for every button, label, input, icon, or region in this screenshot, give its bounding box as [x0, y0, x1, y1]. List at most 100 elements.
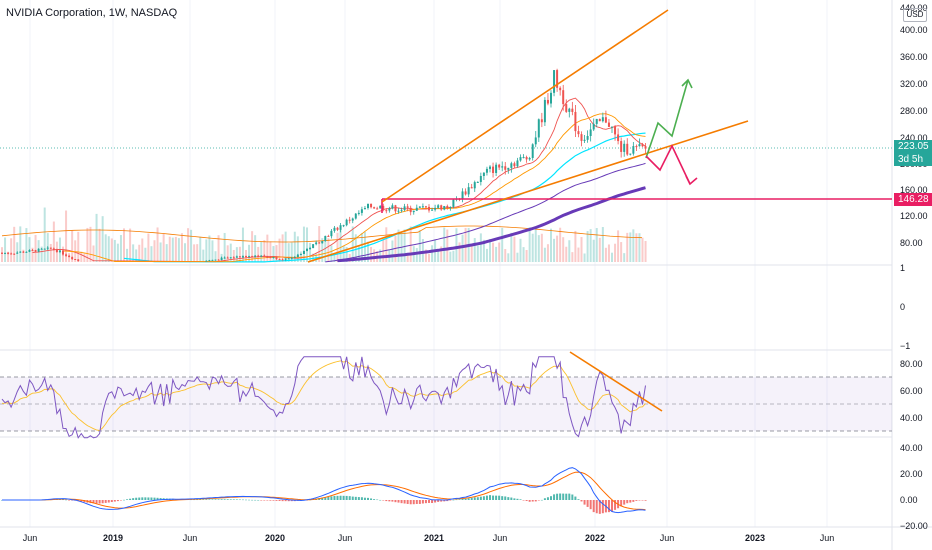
volume-bar	[431, 245, 434, 262]
candle-body	[208, 260, 211, 262]
volume-bar	[373, 249, 376, 262]
candle-body	[373, 207, 376, 209]
volume-bar	[162, 233, 165, 262]
candle-body	[443, 205, 446, 210]
candle-body	[293, 257, 296, 259]
macd-histogram-bar	[589, 500, 592, 510]
currency-button[interactable]: USD	[903, 8, 927, 22]
volume-bar	[638, 233, 641, 262]
time-axis-label: 2023	[745, 533, 765, 543]
moving-average-purple	[325, 162, 646, 263]
macd-histogram-bar	[553, 494, 556, 500]
volume-bar	[424, 249, 427, 262]
candle-body	[592, 123, 595, 130]
bullish-projection-arrow[interactable]	[645, 79, 689, 159]
macd-histogram-bar	[473, 497, 476, 500]
time-axis-label: Jun	[183, 533, 198, 543]
volume-bar	[190, 229, 193, 262]
candle-body	[287, 258, 290, 260]
candle-body	[248, 256, 251, 258]
candle-body	[412, 210, 415, 213]
macd-histogram-bar	[339, 495, 342, 500]
price-axis[interactable]: 440.00400.00360.00320.00280.00240.00200.…	[900, 3, 928, 248]
candle-body	[626, 143, 629, 155]
macd-histogram-bar	[489, 495, 491, 500]
macd-histogram-bar	[251, 499, 254, 501]
candle-body	[245, 256, 247, 258]
macd-histogram-bar	[357, 497, 360, 500]
volume-bar	[339, 228, 342, 262]
volume-bar	[10, 238, 13, 262]
rsi-axis-label: 60.00	[900, 386, 923, 396]
volume-bar	[287, 243, 290, 262]
macd-histogram-bar	[479, 496, 482, 500]
macd-histogram-bar	[394, 500, 397, 503]
candle-body	[211, 259, 214, 261]
macd-histogram-bar	[376, 499, 379, 501]
lower-trendline[interactable]	[307, 120, 749, 263]
candle-body	[4, 252, 7, 254]
candle-body	[34, 250, 37, 252]
volume-bar	[126, 248, 129, 262]
candle-body	[546, 99, 549, 104]
candle-body	[357, 212, 360, 214]
candle-body	[611, 126, 613, 128]
macd-histogram-bar	[446, 500, 449, 502]
rsi-trendline[interactable]	[569, 351, 663, 412]
volume-bar	[129, 228, 132, 262]
volume-bar	[476, 245, 479, 262]
volume-bar	[351, 226, 354, 262]
time-axis-label: 2022	[585, 533, 605, 543]
macd-axis-label: 40.00	[900, 443, 923, 453]
macd-histogram-bar	[556, 493, 559, 500]
macd-histogram-bar	[574, 496, 577, 500]
macd-histogram-bar	[635, 500, 638, 501]
volume-bar	[473, 238, 476, 262]
macd-histogram-bar	[238, 499, 241, 501]
macd-histogram-bar	[220, 499, 223, 500]
macd-histogram-bar	[62, 499, 64, 501]
macd-histogram-bar	[92, 500, 95, 504]
candle-body	[58, 250, 61, 252]
volume-bar	[607, 244, 610, 262]
volume-bar	[248, 244, 251, 262]
volume-bar	[498, 242, 501, 262]
volume-bar	[470, 244, 473, 262]
macd-histogram-bar	[141, 497, 144, 500]
volume-bar	[522, 247, 525, 262]
candle-body	[238, 256, 241, 258]
candle-body	[543, 99, 546, 123]
candle-body	[638, 144, 641, 147]
candle-body	[550, 92, 552, 104]
macd-histogram-bar	[156, 497, 159, 500]
macd-histogram-bar	[568, 493, 571, 500]
candle-body	[223, 257, 226, 259]
volume-bar	[556, 235, 559, 262]
candlesticks[interactable]	[1, 68, 647, 262]
macd-histogram-bar	[126, 499, 129, 500]
volume-bar	[403, 229, 406, 262]
price-axis-label: 320.00	[900, 79, 928, 89]
candle-body	[19, 251, 22, 253]
candle-body	[580, 134, 583, 141]
candle-body	[452, 199, 455, 207]
macd-histogram-bar	[333, 495, 336, 500]
candle-body	[312, 244, 315, 249]
macd-histogram-bar	[135, 497, 138, 500]
bearish-projection-arrow[interactable]	[645, 144, 691, 185]
time-axis[interactable]: Jun 2019 Jun 2020 Jun 2021 Jun 2022 Jun 2023 Jun	[23, 533, 835, 543]
candle-body	[537, 119, 540, 138]
volume-bar	[171, 237, 174, 262]
macd-line	[2, 467, 646, 514]
volume-bar	[34, 234, 37, 262]
candle-body	[528, 157, 531, 160]
volume-bar	[229, 243, 232, 262]
pane2-axis-label: 0	[900, 302, 905, 312]
macd-histogram-bar	[257, 499, 260, 501]
candle-body	[7, 252, 10, 254]
macd-histogram-bar	[507, 497, 510, 500]
upper-trendline[interactable]	[381, 9, 669, 203]
macd-histogram-bar	[559, 493, 562, 500]
macd-histogram-bar	[452, 499, 455, 501]
